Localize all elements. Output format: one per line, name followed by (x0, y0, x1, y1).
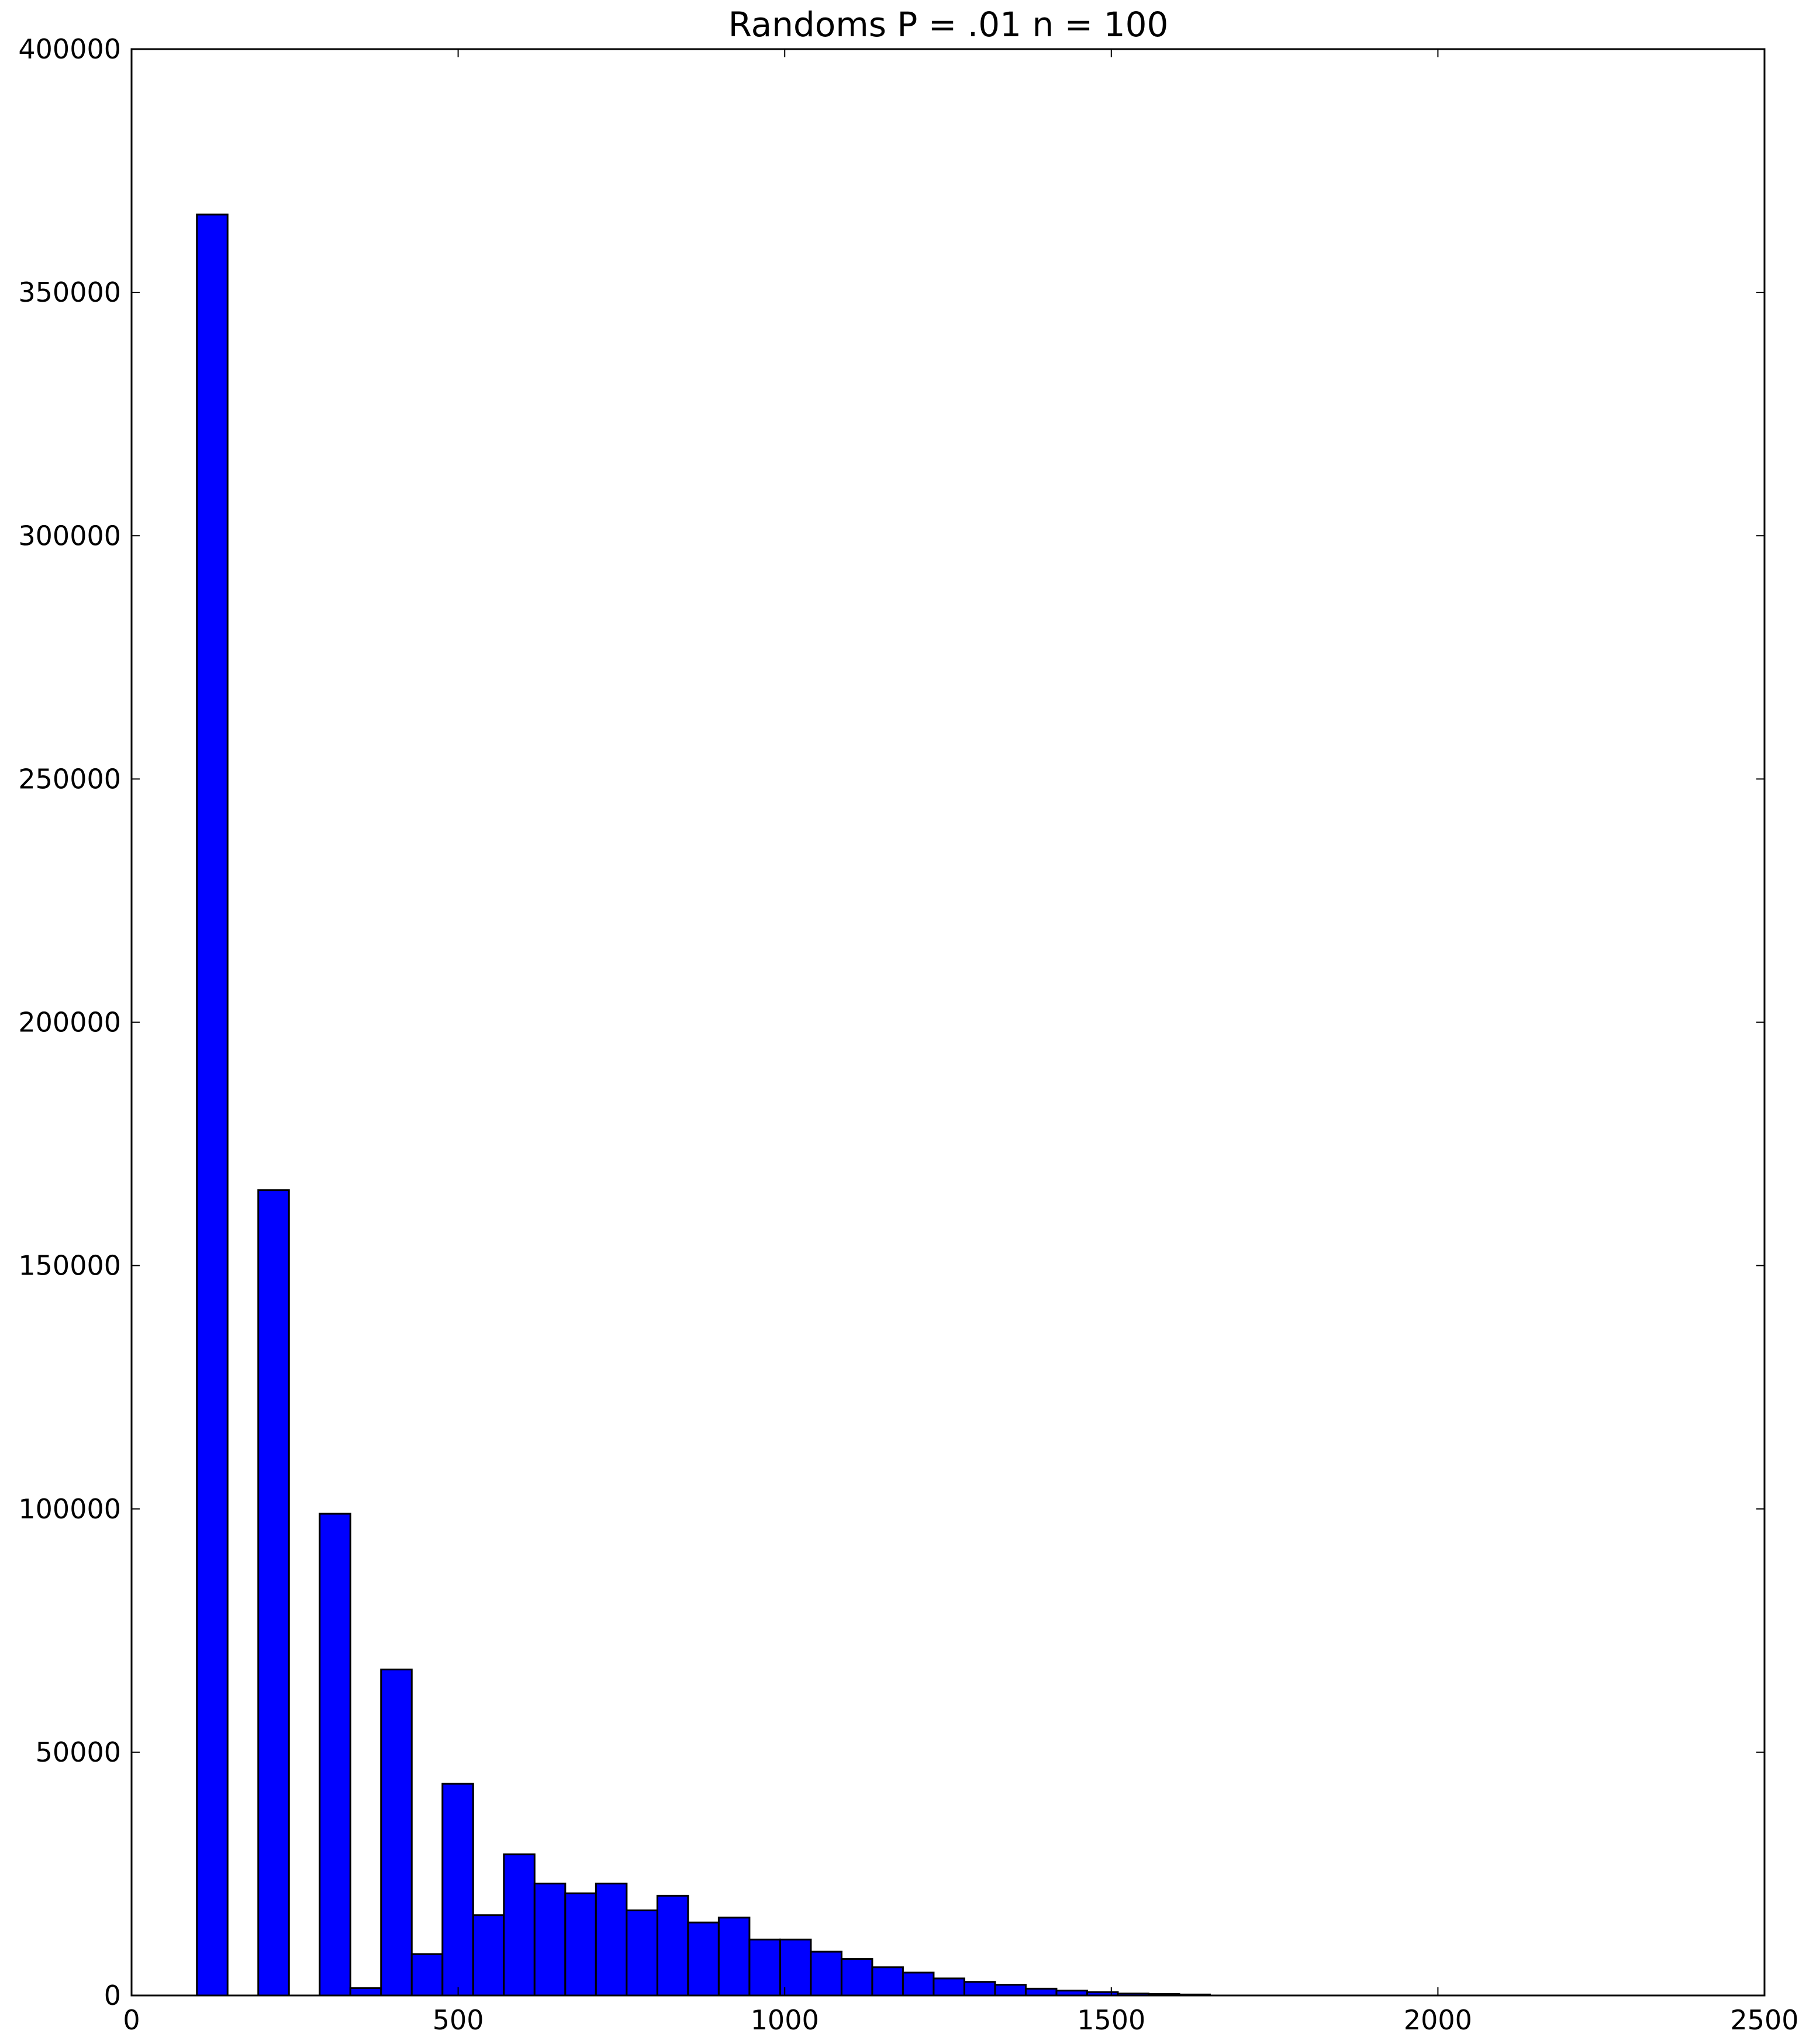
x-tick-label: 1000 (751, 2004, 819, 2036)
histogram-bar (717, 1917, 751, 1997)
histogram-bar (1024, 1987, 1058, 1997)
x-tick-label: 0 (123, 2004, 140, 2036)
histogram-bar (319, 1513, 351, 1997)
histogram-bar (687, 1921, 720, 1997)
tick-labels-group: 0 500 1000 1500 2000 2500 0 50000 100000 150000 20… (18, 33, 1798, 2036)
ticks-group (131, 49, 1765, 1996)
histogram-bar (564, 1892, 597, 1997)
y-tick-label: 150000 (18, 1250, 121, 1282)
x-tick-label: 2000 (1404, 2004, 1472, 2036)
y-tick-label: 300000 (18, 520, 121, 551)
histogram-bar (963, 1981, 996, 1997)
histogram-bar (626, 1909, 658, 1997)
histogram-bar (257, 1189, 290, 1997)
histogram-bar (871, 1966, 904, 1997)
histogram-bar (595, 1883, 628, 1997)
chart-title: Randoms P = .01 n = 100 (728, 5, 1169, 44)
x-tick-label: 500 (433, 2004, 484, 2036)
histogram-bar (410, 1953, 444, 1997)
histogram-bar (840, 1958, 873, 1997)
histogram-bar (994, 1984, 1027, 1997)
histogram-bar (533, 1883, 567, 1997)
histogram-bar (810, 1950, 842, 1997)
bars-group (196, 213, 1211, 1997)
histogram-bar (349, 1987, 382, 1997)
histogram-bar (472, 1914, 505, 1997)
histogram-bar (503, 1853, 536, 1997)
y-tick-label: 100000 (18, 1493, 121, 1525)
histogram-bar (196, 213, 229, 1997)
histogram-bar (380, 1668, 413, 1997)
histogram-bar (933, 1977, 965, 1997)
y-tick-label: 200000 (18, 1007, 121, 1038)
x-tick-label: 1500 (1077, 2004, 1145, 2036)
y-tick-label: 350000 (18, 277, 121, 308)
histogram-bar (902, 1972, 935, 1997)
y-tick-label: 0 (104, 1980, 121, 2011)
x-tick-label: 2500 (1730, 2004, 1798, 2036)
histogram-bar (779, 1938, 812, 1997)
plot-frame (130, 48, 1766, 1997)
histogram-bar (656, 1894, 689, 1997)
y-tick-label: 400000 (18, 33, 121, 65)
y-tick-label: 250000 (18, 763, 121, 795)
histogram-bar (441, 1783, 474, 1997)
histogram-bar (748, 1938, 781, 1997)
y-tick-label: 50000 (36, 1736, 121, 1768)
